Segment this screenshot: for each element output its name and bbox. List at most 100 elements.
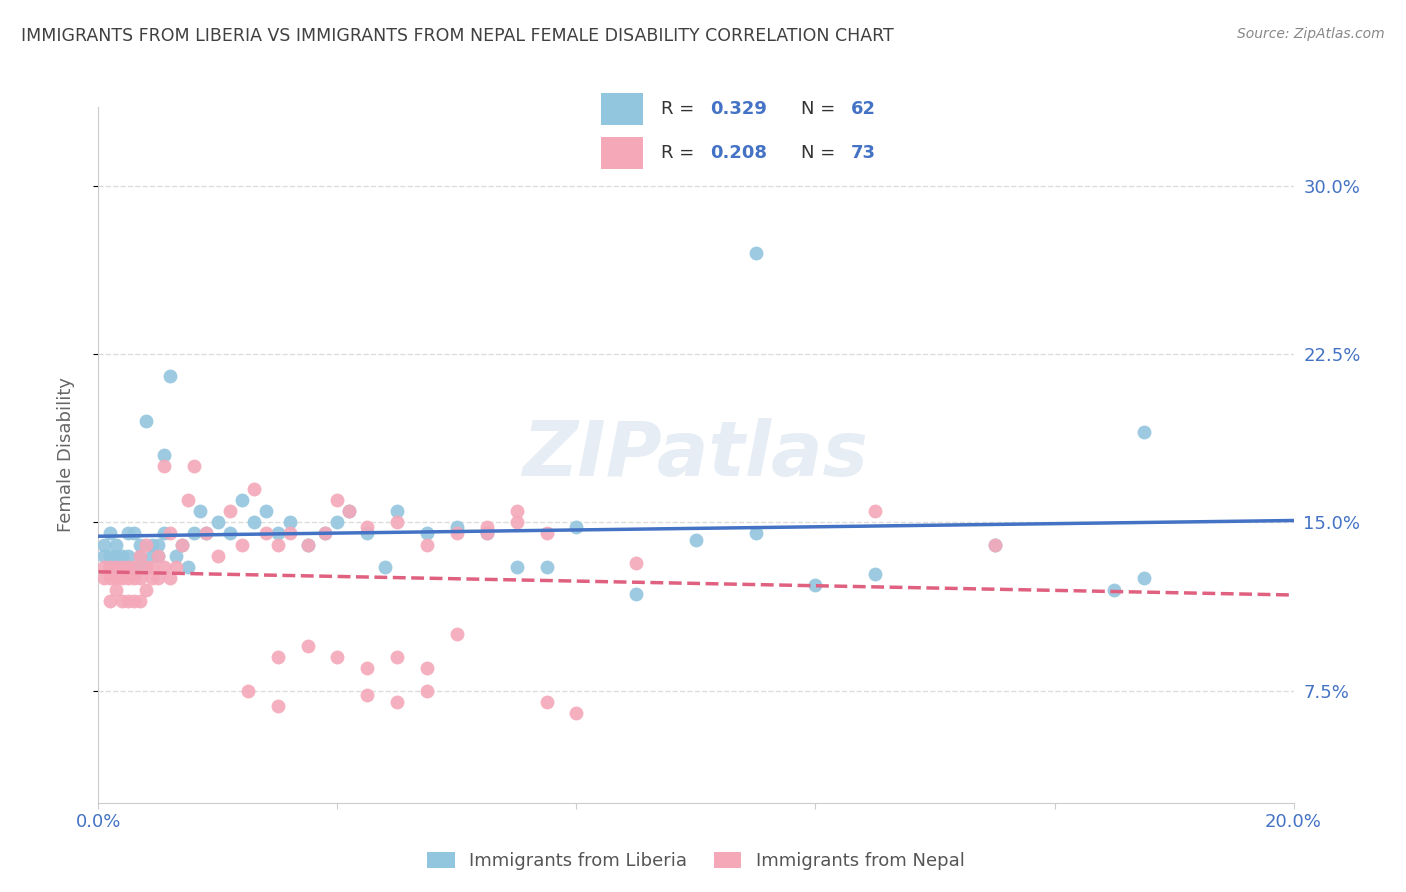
- Point: [356, 661, 378, 675]
- Point: [117, 594, 139, 608]
- Point: [124, 594, 146, 608]
- Point: [984, 538, 1007, 552]
- Point: [153, 560, 176, 574]
- Point: [129, 538, 152, 552]
- Point: [356, 526, 378, 541]
- Point: [129, 549, 152, 563]
- Point: [536, 526, 558, 541]
- Point: [117, 526, 139, 541]
- Point: [416, 526, 439, 541]
- Point: [153, 526, 176, 541]
- Point: [124, 560, 146, 574]
- Point: [865, 566, 887, 581]
- Point: [243, 482, 266, 496]
- Point: [254, 504, 277, 518]
- Point: [326, 492, 349, 507]
- Point: [356, 688, 378, 702]
- Text: 0.329: 0.329: [710, 100, 766, 118]
- Point: [98, 571, 122, 585]
- Point: [416, 683, 439, 698]
- Point: [219, 526, 242, 541]
- Point: [141, 560, 163, 574]
- Point: [446, 526, 468, 541]
- Point: [804, 578, 827, 592]
- Point: [565, 520, 588, 534]
- Point: [267, 699, 290, 714]
- Point: [111, 594, 134, 608]
- Point: [135, 414, 157, 428]
- Point: [129, 571, 152, 585]
- Point: [177, 560, 200, 574]
- Point: [93, 560, 115, 574]
- Text: R =: R =: [661, 145, 700, 162]
- Point: [326, 649, 349, 664]
- Point: [536, 695, 558, 709]
- Point: [111, 549, 134, 563]
- Point: [98, 560, 122, 574]
- Point: [475, 526, 498, 541]
- Point: [506, 515, 529, 529]
- Point: [506, 504, 529, 518]
- Point: [339, 504, 361, 518]
- Point: [565, 706, 588, 720]
- Point: [626, 556, 648, 570]
- Point: [105, 549, 128, 563]
- Point: [105, 560, 128, 574]
- Point: [141, 538, 163, 552]
- Point: [267, 649, 290, 664]
- Point: [219, 504, 242, 518]
- Text: 62: 62: [851, 100, 876, 118]
- Text: N =: N =: [801, 145, 841, 162]
- Legend: Immigrants from Liberia, Immigrants from Nepal: Immigrants from Liberia, Immigrants from…: [420, 845, 972, 877]
- Point: [297, 538, 319, 552]
- Point: [105, 560, 128, 574]
- Point: [385, 504, 409, 518]
- Point: [98, 594, 122, 608]
- Point: [745, 526, 768, 541]
- Point: [153, 459, 176, 474]
- Point: [93, 571, 115, 585]
- Point: [159, 571, 181, 585]
- Point: [243, 515, 266, 529]
- Point: [111, 560, 134, 574]
- Point: [124, 526, 146, 541]
- Point: [105, 582, 128, 597]
- Point: [416, 538, 439, 552]
- Y-axis label: Female Disability: Female Disability: [56, 377, 75, 533]
- Point: [1104, 582, 1126, 597]
- Point: [865, 504, 887, 518]
- Point: [278, 526, 301, 541]
- Point: [416, 661, 439, 675]
- Point: [117, 560, 139, 574]
- Point: [475, 526, 498, 541]
- Point: [129, 549, 152, 563]
- Point: [111, 560, 134, 574]
- Point: [446, 627, 468, 641]
- Point: [188, 504, 211, 518]
- Point: [124, 571, 146, 585]
- Point: [356, 520, 378, 534]
- Point: [93, 549, 115, 563]
- Point: [165, 560, 187, 574]
- FancyBboxPatch shape: [602, 93, 644, 125]
- Point: [745, 246, 768, 260]
- Text: Source: ZipAtlas.com: Source: ZipAtlas.com: [1237, 27, 1385, 41]
- Point: [236, 683, 259, 698]
- Point: [172, 538, 194, 552]
- Point: [177, 492, 200, 507]
- Text: R =: R =: [661, 100, 700, 118]
- Point: [135, 582, 157, 597]
- Point: [1133, 571, 1156, 585]
- Point: [475, 520, 498, 534]
- Text: IMMIGRANTS FROM LIBERIA VS IMMIGRANTS FROM NEPAL FEMALE DISABILITY CORRELATION C: IMMIGRANTS FROM LIBERIA VS IMMIGRANTS FR…: [21, 27, 894, 45]
- Point: [207, 549, 229, 563]
- Point: [105, 538, 128, 552]
- Point: [506, 560, 529, 574]
- Point: [536, 560, 558, 574]
- Point: [98, 560, 122, 574]
- Point: [135, 538, 157, 552]
- Point: [172, 538, 194, 552]
- Text: ZIPatlas: ZIPatlas: [523, 418, 869, 491]
- Point: [195, 526, 218, 541]
- Point: [267, 538, 290, 552]
